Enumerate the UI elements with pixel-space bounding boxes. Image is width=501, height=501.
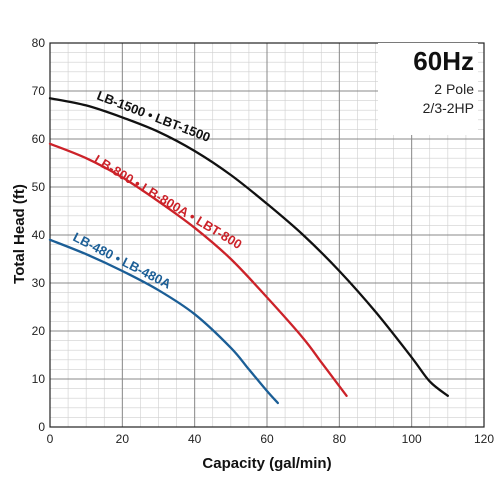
y-axis-ticks: 0 10 20 30 40 50 60 70 80: [32, 36, 46, 434]
frequency-label: 60Hz: [413, 46, 474, 76]
x-tick-label: 20: [116, 432, 130, 446]
y-tick-label: 50: [32, 180, 46, 194]
y-tick-label: 80: [32, 36, 46, 50]
y-tick-label: 30: [32, 276, 46, 290]
x-tick-label: 100: [402, 432, 422, 446]
y-tick-label: 40: [32, 228, 46, 242]
info-box-background: [378, 43, 478, 135]
x-axis-ticks: 0 20 40 60 80 100 120: [47, 432, 495, 446]
y-tick-label: 20: [32, 324, 46, 338]
curve-label-lb800: LB-800 • LB-800A • LBT-800: [91, 152, 244, 252]
y-tick-label: 70: [32, 84, 46, 98]
curve-lb1500: [48, 97, 449, 397]
power-label: 2/3-2HP: [423, 100, 474, 116]
y-tick-label: 60: [32, 132, 46, 146]
x-tick-label: 40: [188, 432, 202, 446]
y-tick-label: 10: [32, 372, 46, 386]
x-tick-label: 120: [474, 432, 494, 446]
x-tick-label: 0: [47, 432, 54, 446]
x-tick-label: 60: [260, 432, 274, 446]
pump-curves: [48, 97, 449, 405]
curve-lb480: [48, 238, 279, 405]
poles-label: 2 Pole: [434, 81, 474, 97]
y-tick-label: 0: [38, 420, 45, 434]
x-axis-title: Capacity (gal/min): [202, 455, 331, 472]
x-tick-label: 80: [333, 432, 347, 446]
plot-frame: [49, 42, 485, 428]
y-axis-title: Total Head (ft): [11, 184, 28, 284]
curve-lb800: [48, 142, 348, 397]
